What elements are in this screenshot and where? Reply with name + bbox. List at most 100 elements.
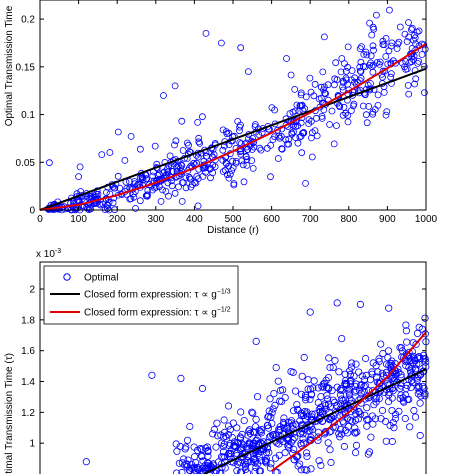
scatter-point <box>171 189 179 197</box>
scatter-point <box>274 155 282 162</box>
scatter-point <box>362 111 370 119</box>
scatter-point <box>252 415 260 423</box>
scatter-point <box>385 47 393 55</box>
scatter-point <box>217 431 225 439</box>
scatter-point <box>363 119 371 127</box>
scatter-point <box>132 204 139 212</box>
scatter-point <box>127 132 135 140</box>
scatter-point <box>367 433 375 441</box>
scatter-point <box>136 174 144 182</box>
scatter-point <box>255 453 263 461</box>
scatter-point <box>194 202 202 210</box>
scatter-point <box>356 300 364 308</box>
scatter-point <box>302 449 311 457</box>
scatter-point <box>403 338 411 346</box>
scatter-point <box>266 464 275 472</box>
scatter-point <box>352 386 360 395</box>
scatter-point <box>375 379 383 387</box>
scatter-point <box>255 467 263 474</box>
scatter-point <box>408 49 416 57</box>
scatter-point <box>272 363 280 372</box>
scatter-point <box>344 63 352 71</box>
scatter-point <box>190 463 198 471</box>
y-tick-label: 1.8 <box>21 315 35 326</box>
scatter-point <box>339 86 347 94</box>
scatter-point <box>388 406 396 415</box>
x-tick-label: 300 <box>147 214 164 225</box>
scatter-point <box>272 468 280 474</box>
scatter-point <box>297 91 305 99</box>
scatter-point <box>190 159 198 167</box>
scatter-point <box>307 88 315 96</box>
scatter-point <box>157 197 165 205</box>
y-tick-label: 0.2 <box>21 15 35 26</box>
scatter-point <box>392 59 400 67</box>
scatter-point <box>360 387 368 395</box>
scatter-point <box>275 426 284 434</box>
scatter-point <box>336 103 344 111</box>
scatter-point <box>345 385 353 393</box>
scatter-point <box>384 347 393 355</box>
scatter-point <box>368 368 376 376</box>
scatter-point <box>339 111 347 119</box>
scatter-point <box>194 465 202 473</box>
scatter-point <box>307 134 315 142</box>
scatter-point <box>214 432 222 440</box>
scatter-point <box>243 444 251 453</box>
scatter-point <box>206 165 214 173</box>
scatter-point <box>281 449 289 457</box>
scatter-point <box>184 456 192 464</box>
scatter-point <box>172 440 180 448</box>
scatter-point <box>143 175 151 183</box>
scatter-point <box>335 368 343 376</box>
scatter-point <box>249 164 257 172</box>
scatter-point <box>369 23 377 31</box>
scatter-point <box>262 448 270 457</box>
scatter-point <box>212 443 220 451</box>
scatter-point <box>354 415 362 423</box>
scatter-point <box>346 370 354 379</box>
scatter-point <box>267 413 275 421</box>
scatter-point <box>330 81 338 89</box>
scatter-point <box>406 423 414 431</box>
scatter-point <box>270 389 278 398</box>
scatter-point <box>348 359 356 367</box>
scatter-point <box>297 439 305 448</box>
scatter-point <box>266 395 274 403</box>
scatter-point <box>241 458 249 466</box>
scatter-point <box>221 428 229 436</box>
scatter-point <box>420 89 428 96</box>
scatter-point <box>341 370 349 378</box>
scatter-point <box>308 413 316 421</box>
scatter-point <box>397 371 405 379</box>
scatter-point <box>351 429 359 437</box>
y-axis-ticks: 0 0.05 0.1 0.15 0.2 <box>16 15 426 217</box>
scatter-point <box>367 52 375 60</box>
scatter-point <box>380 89 388 96</box>
scatter-point <box>273 468 281 474</box>
scatter-point <box>407 383 415 392</box>
scatter-point <box>236 458 245 466</box>
scatter-point <box>416 399 424 407</box>
scatter-point <box>241 462 249 470</box>
red-fit-line <box>39 43 427 211</box>
x-tick-label: 100 <box>70 214 87 225</box>
scatter-point <box>196 139 204 147</box>
scatter-point <box>304 376 312 384</box>
scatter-point <box>373 59 381 66</box>
scatter-point <box>175 183 182 191</box>
scatter-point <box>300 353 308 362</box>
scatter-point <box>396 394 404 403</box>
scatter-point <box>395 407 403 415</box>
scatter-point <box>114 128 122 136</box>
scatter-point <box>303 466 311 474</box>
scatter-point <box>359 102 367 110</box>
scatter-point <box>387 70 395 77</box>
scatter-point <box>236 139 244 146</box>
scatter-point <box>320 83 328 91</box>
scatter-point <box>222 128 230 136</box>
scatter-point <box>385 6 393 14</box>
scatter-point <box>136 145 144 153</box>
scatter-point <box>249 409 257 417</box>
scatter-point <box>307 465 315 473</box>
